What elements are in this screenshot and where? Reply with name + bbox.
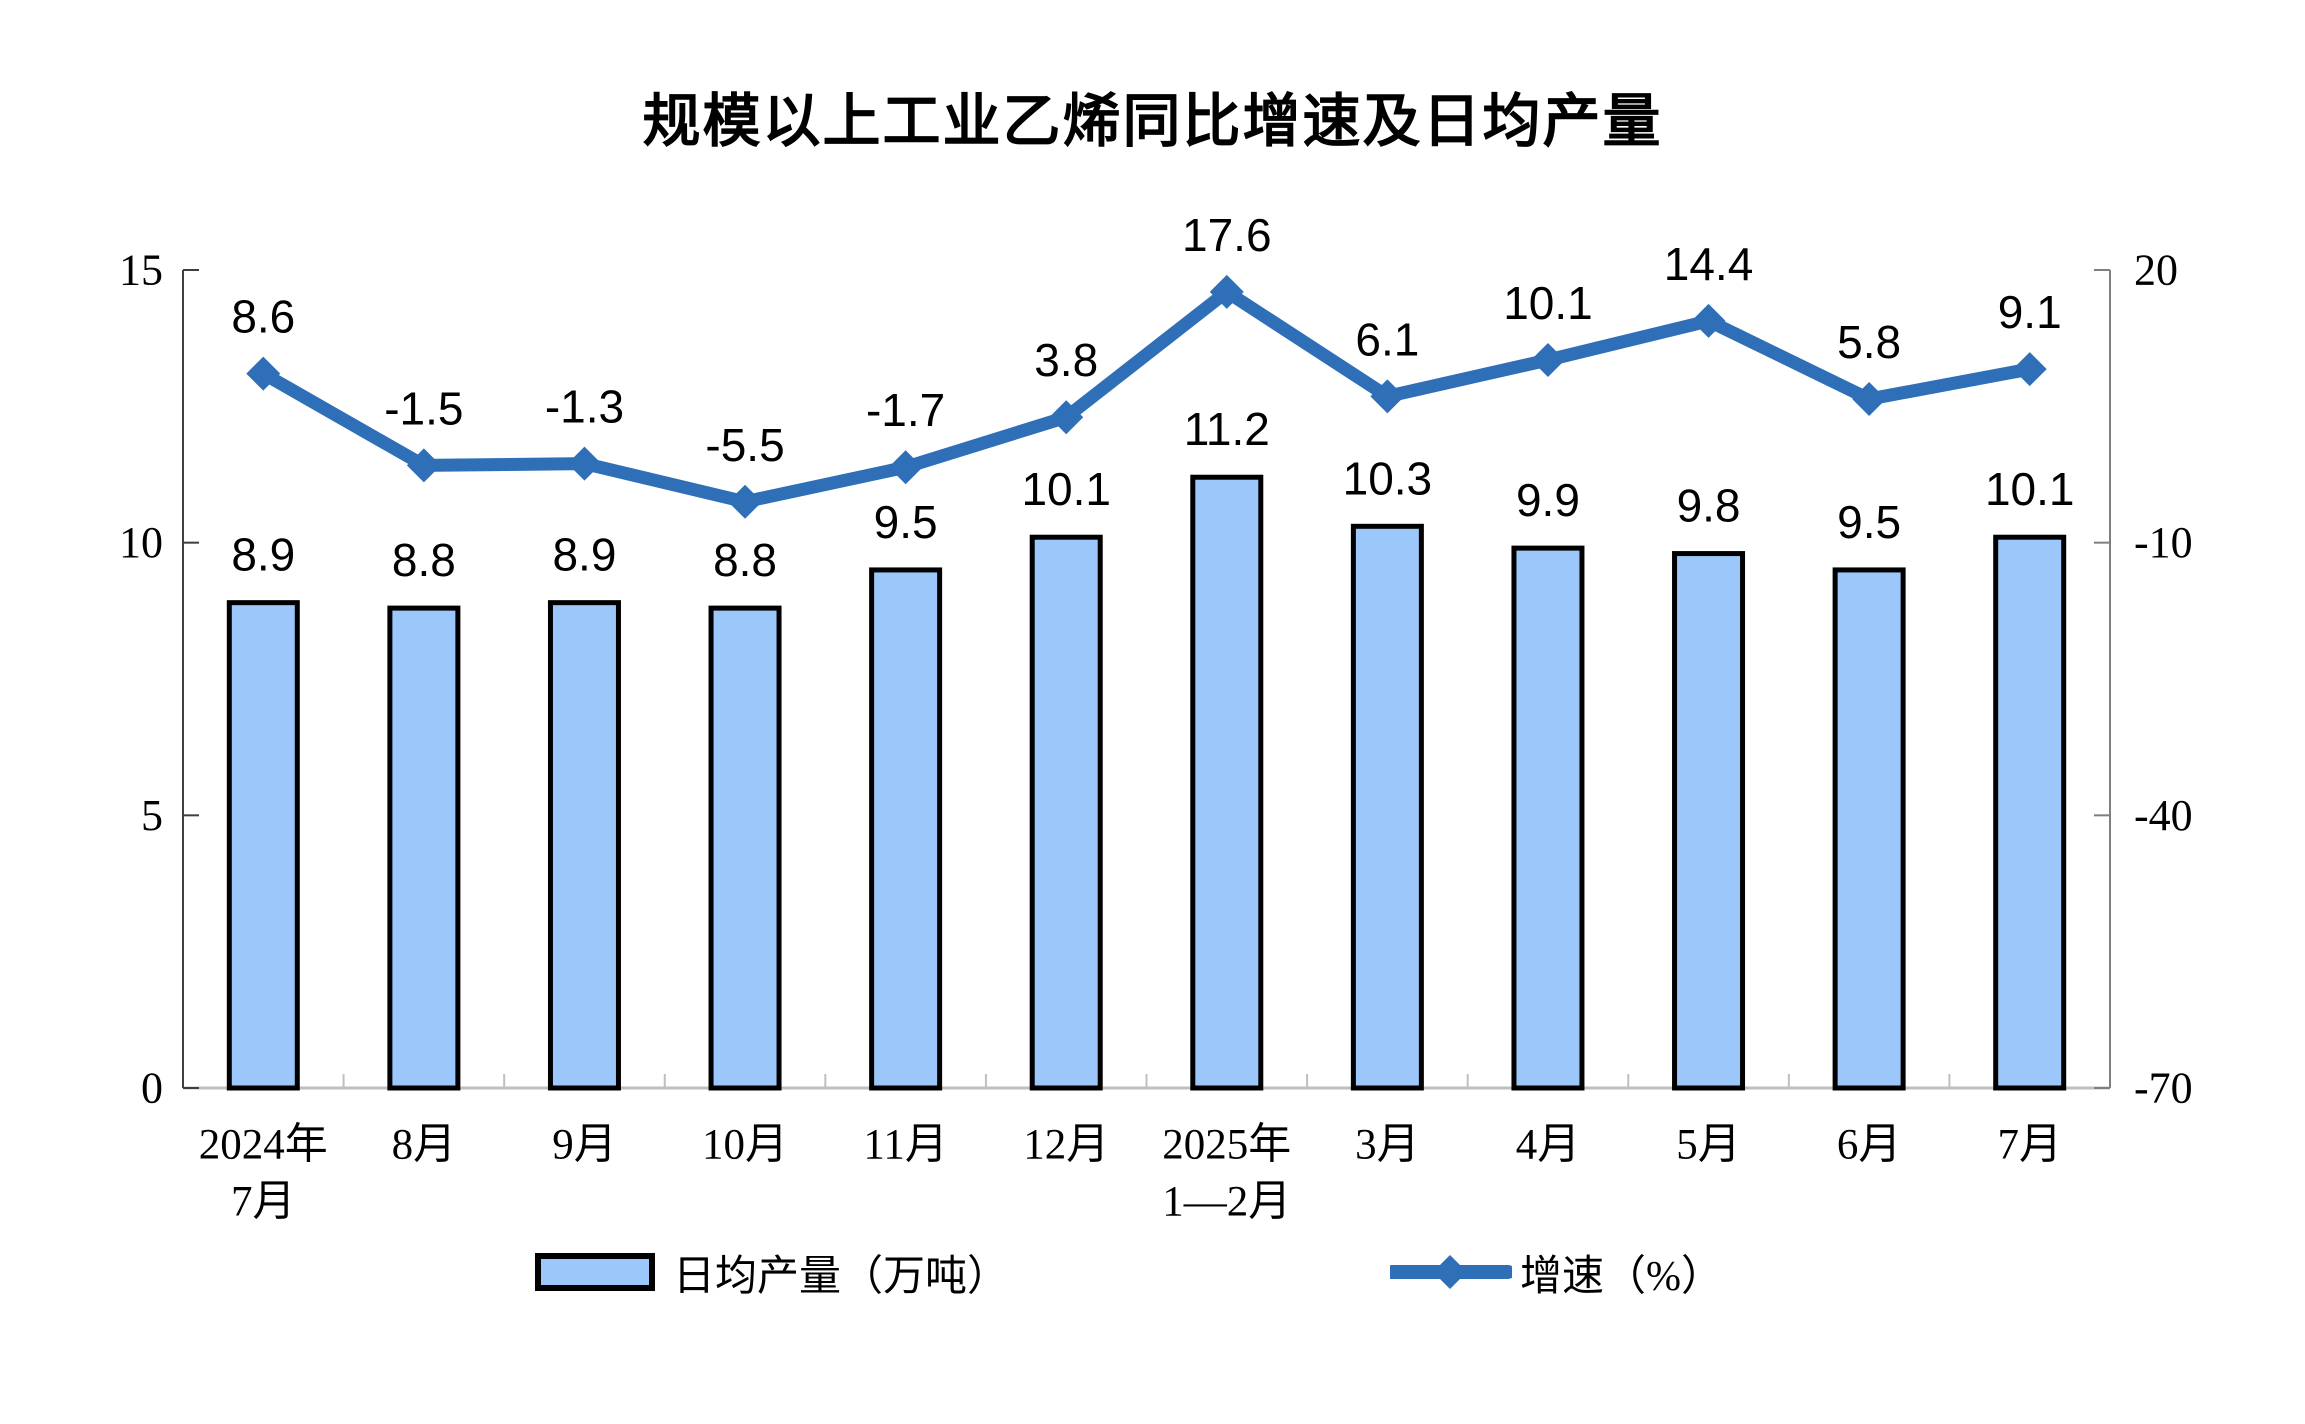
line-marker-diamond-icon bbox=[1852, 382, 1887, 417]
bar bbox=[1832, 567, 1906, 1091]
left-axis-tick-label: 5 bbox=[141, 791, 163, 840]
bar-value-label: 8.9 bbox=[552, 529, 616, 581]
legend-bar-label: 日均产量（万吨） bbox=[673, 1253, 1010, 1300]
legend: 日均产量（万吨） 增速（%） bbox=[0, 1244, 2305, 1304]
bar bbox=[1190, 474, 1264, 1091]
line-marker-diamond-icon bbox=[1049, 400, 1084, 435]
line-value-label: 10.1 bbox=[1503, 277, 1593, 329]
legend-item-bar: 日均产量（万吨） bbox=[535, 1244, 1009, 1300]
line-marker-diamond-icon bbox=[1691, 303, 1726, 338]
legend-line-label: 增速（%） bbox=[1520, 1253, 1723, 1300]
line-value-label: -1.3 bbox=[545, 381, 624, 433]
x-axis-label: 9月 bbox=[552, 1122, 617, 1169]
right-axis-tick-label: -40 bbox=[2134, 791, 2193, 840]
x-axis-label: 10月 bbox=[702, 1122, 788, 1169]
bar bbox=[1672, 551, 1746, 1091]
x-axis-label: 11月 bbox=[863, 1122, 947, 1169]
bar bbox=[226, 600, 300, 1091]
bar bbox=[547, 600, 621, 1091]
x-axis-label: 2025年 bbox=[1162, 1122, 1291, 1169]
bar-value-label: 8.8 bbox=[713, 534, 777, 586]
line-value-label: 8.6 bbox=[231, 291, 295, 343]
line-value-label: 9.1 bbox=[1998, 286, 2062, 338]
bar-value-label: 9.5 bbox=[874, 496, 938, 548]
line-group: 8.6 -1.5 -1.3 -5.5 -1.7 3.8 17.6 6.1 10.1 14.4 5.8… bbox=[231, 209, 2062, 519]
left-axis-tick-label: 15 bbox=[119, 246, 163, 295]
x-axis-label: 5月 bbox=[1676, 1122, 1741, 1169]
bar-value-label: 10.3 bbox=[1343, 452, 1433, 504]
left-axis-tick-label: 0 bbox=[141, 1064, 163, 1113]
chart-title: 规模以上工业乙烯同比增速及日均产量 bbox=[642, 89, 1663, 154]
line-marker-diamond-icon bbox=[1530, 342, 1565, 377]
line-value-label: 3.8 bbox=[1034, 334, 1098, 386]
bar bbox=[1350, 523, 1424, 1091]
right-axis-tick-label: -70 bbox=[2134, 1064, 2193, 1113]
x-axis-label: 1—2月 bbox=[1162, 1179, 1291, 1226]
bar-value-label: 8.9 bbox=[231, 529, 295, 581]
x-axis-labels: 2024年 7月 8月 9月 10月 11月 12月 2025年 1—2月 3月 4月 5月 6月 7月 bbox=[199, 1122, 2062, 1226]
line-marker-diamond-icon bbox=[2012, 352, 2047, 387]
line-marker-diamond-icon bbox=[888, 450, 923, 485]
x-axis-label: 2024年 bbox=[199, 1122, 328, 1169]
bar-value-label: 10.1 bbox=[1021, 463, 1111, 515]
x-axis-label: 4月 bbox=[1516, 1122, 1581, 1169]
x-axis-label: 3月 bbox=[1355, 1122, 1420, 1169]
x-axis-label: 7月 bbox=[231, 1179, 296, 1226]
x-axis-label: 6月 bbox=[1837, 1122, 1902, 1169]
line-marker-diamond-icon bbox=[728, 484, 763, 519]
bar bbox=[708, 605, 782, 1091]
line-marker-diamond-icon bbox=[1370, 379, 1405, 414]
bar-value-label: 9.5 bbox=[1837, 496, 1901, 548]
bar bbox=[1993, 534, 2067, 1091]
bar bbox=[387, 605, 461, 1091]
bar-value-label: 9.8 bbox=[1677, 480, 1741, 532]
left-axis-tick-label: 10 bbox=[119, 518, 163, 567]
bars-group: 8.9 8.8 8.9 8.8 9.5 10.1 11.2 10.3 9.9 9.8 9.5 10.1 bbox=[226, 403, 2075, 1091]
x-axis-label: 8月 bbox=[392, 1122, 457, 1169]
x-axis-label: 12月 bbox=[1023, 1122, 1109, 1169]
bar-value-label: 10.1 bbox=[1985, 463, 2075, 515]
legend-line-swatch-icon bbox=[1390, 1255, 1512, 1289]
bar-value-label: 11.2 bbox=[1184, 403, 1270, 455]
line-value-label: 5.8 bbox=[1837, 316, 1901, 368]
line-value-label: 17.6 bbox=[1182, 209, 1272, 261]
line-marker-diamond-icon bbox=[567, 446, 602, 481]
line-value-label: -1.7 bbox=[866, 384, 945, 436]
bar bbox=[869, 567, 943, 1091]
right-axis-tick-label: -10 bbox=[2134, 518, 2193, 567]
right-axis-tick-label: 20 bbox=[2134, 246, 2178, 295]
line-value-label: 6.1 bbox=[1355, 313, 1419, 365]
bar bbox=[1511, 545, 1585, 1091]
growth-line bbox=[256, 285, 2037, 509]
bar bbox=[1029, 534, 1103, 1091]
line-marker-diamond-icon bbox=[246, 356, 281, 391]
line-marker-diamond-icon bbox=[406, 448, 441, 483]
line-marker-diamond-icon bbox=[1209, 274, 1244, 309]
line-value-label: 14.4 bbox=[1664, 238, 1754, 290]
line-value-label: -1.5 bbox=[384, 382, 463, 434]
bar-value-label: 9.9 bbox=[1516, 474, 1580, 526]
line-value-label: -5.5 bbox=[705, 419, 784, 471]
legend-line-diamond-icon bbox=[1433, 1255, 1467, 1289]
bar-value-label: 8.8 bbox=[392, 534, 456, 586]
legend-bar-swatch-icon bbox=[535, 1253, 655, 1291]
x-axis-label: 7月 bbox=[1997, 1122, 2062, 1169]
legend-item-line: 增速（%） bbox=[1390, 1244, 1723, 1300]
